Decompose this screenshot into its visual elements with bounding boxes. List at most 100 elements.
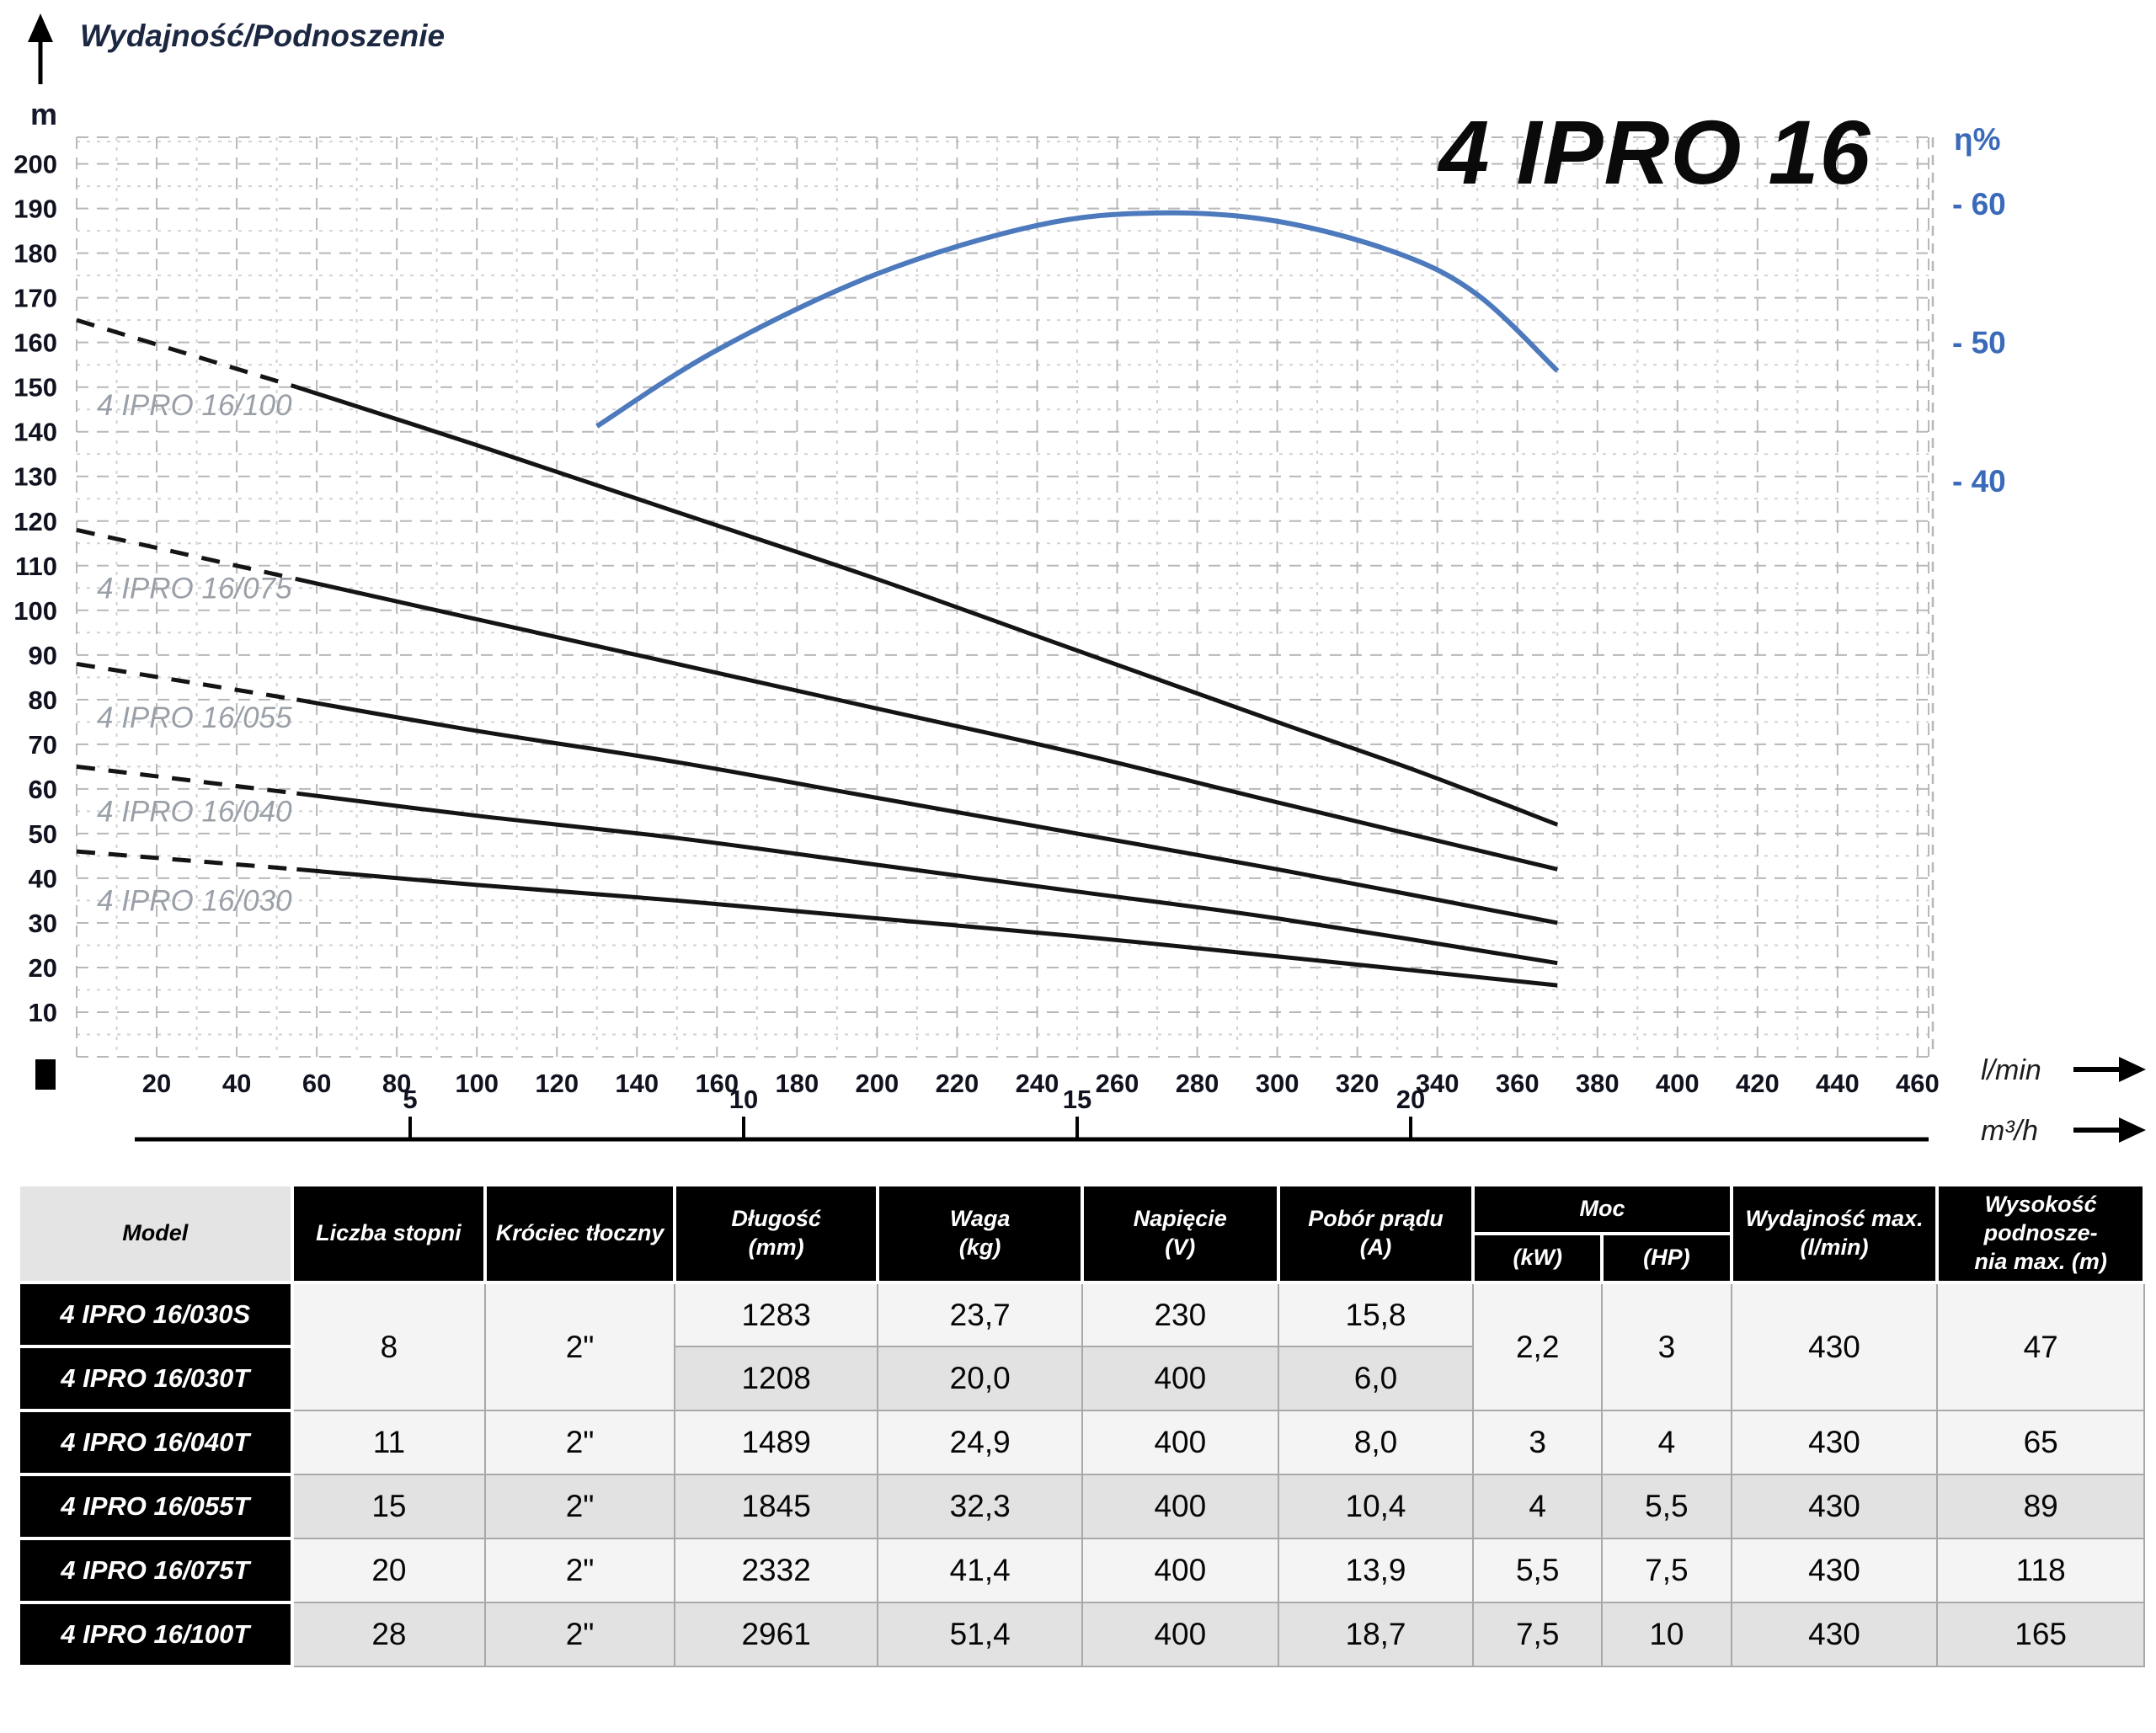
table-row: 4 IPRO 16/030S 8 2" 1283 23,7 230 15,8 2… bbox=[17, 1281, 2145, 1411]
header-length: Długość (mm) bbox=[672, 1183, 880, 1284]
right-arrow-icon bbox=[2119, 1057, 2146, 1082]
x-tick-label: 120 bbox=[535, 1069, 579, 1098]
y-tick-label: 20 bbox=[29, 953, 57, 983]
x-axis-unit: l/min bbox=[1981, 1054, 2041, 1086]
x2-tick-label: 5 bbox=[403, 1085, 417, 1114]
y-tick-label: 40 bbox=[29, 864, 57, 893]
header-stages: Liczba stopni bbox=[290, 1183, 488, 1284]
value-cell: 2961 bbox=[673, 1602, 879, 1667]
table-row: 4 IPRO 16/030T 1208 20,0 400 6,0 bbox=[17, 1345, 2144, 1412]
pump-curve-4-IPRO-16-030 bbox=[76, 849, 1558, 988]
value-cell: 32,3 bbox=[877, 1474, 1083, 1539]
y-tick-label: 190 bbox=[13, 195, 57, 224]
x-tick-label: 360 bbox=[1496, 1069, 1540, 1098]
value-cell: 400 bbox=[1081, 1538, 1279, 1603]
y-tick-label: 10 bbox=[29, 998, 57, 1027]
value-cell: 165 bbox=[1936, 1602, 2145, 1667]
right-arrow-icon bbox=[2119, 1117, 2146, 1143]
value-cell: 28 bbox=[291, 1602, 487, 1667]
x-tick-label: 160 bbox=[695, 1069, 739, 1098]
spec-table: Model Liczba stopni Króciec tłoczny Dług… bbox=[17, 1183, 2146, 1668]
value-cell: 20 bbox=[291, 1538, 487, 1603]
header-model: Model bbox=[17, 1183, 294, 1284]
value-cell: 430 bbox=[1730, 1602, 1939, 1667]
origin-marker bbox=[35, 1059, 56, 1090]
value-cell: 2" bbox=[484, 1282, 675, 1411]
value-cell: 8,0 bbox=[1277, 1410, 1475, 1475]
value-cell: 13,9 bbox=[1277, 1538, 1475, 1603]
x-tick-label: 260 bbox=[1096, 1069, 1139, 1098]
value-cell: 430 bbox=[1730, 1538, 1939, 1603]
x-tick-label: 340 bbox=[1416, 1069, 1460, 1098]
y-tick-label: 80 bbox=[29, 685, 57, 715]
up-arrow-icon bbox=[28, 13, 53, 42]
x-tick-label: 420 bbox=[1736, 1069, 1780, 1098]
x-tick-label: 40 bbox=[222, 1069, 251, 1098]
x-tick-label: 300 bbox=[1256, 1069, 1299, 1098]
x-tick-label: 440 bbox=[1816, 1069, 1860, 1098]
x-tick-label: 460 bbox=[1896, 1069, 1940, 1098]
curve-label: 4 IPRO 16/075 bbox=[97, 572, 292, 605]
curve-label: 4 IPRO 16/040 bbox=[97, 795, 292, 828]
value-cell: 10 bbox=[1601, 1602, 1732, 1667]
value-cell: 1489 bbox=[673, 1410, 879, 1475]
x-tick-label: 100 bbox=[455, 1069, 499, 1098]
x-tick-label: 220 bbox=[936, 1069, 979, 1098]
value-cell: 15 bbox=[291, 1474, 487, 1539]
y-tick-label: 170 bbox=[13, 284, 57, 313]
y-tick-label: 150 bbox=[13, 373, 57, 403]
curve-label: 4 IPRO 16/055 bbox=[97, 701, 292, 734]
y-tick-label: 130 bbox=[13, 462, 57, 492]
y-tick-label: 100 bbox=[13, 596, 57, 626]
x2-axis-unit: m³/h bbox=[1981, 1115, 2038, 1147]
value-cell: 5,5 bbox=[1601, 1474, 1732, 1539]
chart-grid bbox=[76, 136, 1935, 1058]
value-cell: 400 bbox=[1081, 1474, 1279, 1539]
value-cell: 7,5 bbox=[1601, 1538, 1732, 1603]
header-current: Pobór prądu (A) bbox=[1276, 1183, 1476, 1284]
table-row: 4 IPRO 16/040T 11 2" 1489 24,9 400 8,0 3… bbox=[17, 1409, 2145, 1476]
model-cell: 4 IPRO 16/075T bbox=[17, 1537, 294, 1604]
chart-title: 4 IPRO 16 bbox=[1437, 101, 1870, 203]
value-cell: 2,2 bbox=[1472, 1282, 1604, 1411]
value-cell: 118 bbox=[1936, 1538, 2145, 1603]
y-tick-label: 90 bbox=[29, 641, 57, 670]
value-cell: 20,0 bbox=[877, 1346, 1083, 1411]
y-tick-label: 160 bbox=[13, 328, 57, 358]
value-cell: 10,4 bbox=[1277, 1474, 1475, 1539]
value-cell: 230 bbox=[1081, 1282, 1279, 1347]
x-tick-label: 60 bbox=[302, 1069, 331, 1098]
value-cell: 2" bbox=[484, 1538, 675, 1603]
value-cell: 2" bbox=[484, 1602, 675, 1667]
performance-chart: 4 IPRO 16/100 4 IPRO 16/075 4 IPRO 16/055 4… bbox=[13, 13, 2146, 1147]
x-tick-label: 400 bbox=[1656, 1069, 1700, 1098]
x-tick-label: 80 bbox=[382, 1069, 411, 1098]
y-tick-label: 140 bbox=[13, 418, 57, 447]
value-cell: 2" bbox=[484, 1474, 675, 1539]
value-cell: 41,4 bbox=[877, 1538, 1083, 1603]
x-tick-label: 380 bbox=[1576, 1069, 1620, 1098]
y-tick-label: 60 bbox=[29, 775, 57, 804]
y-tick-label: 70 bbox=[29, 730, 57, 760]
x-tick-label: 180 bbox=[775, 1069, 819, 1098]
y-tick-label: 180 bbox=[13, 239, 57, 269]
value-cell: 11 bbox=[291, 1410, 487, 1475]
x-tick-label: 320 bbox=[1336, 1069, 1380, 1098]
chart-axis-title: Wydajność/Podnoszenie bbox=[80, 19, 445, 53]
model-cell: 4 IPRO 16/100T bbox=[17, 1601, 294, 1668]
value-cell: 15,8 bbox=[1277, 1282, 1475, 1347]
value-cell: 51,4 bbox=[877, 1602, 1083, 1667]
value-cell: 23,7 bbox=[877, 1282, 1083, 1347]
x-tick-label: 200 bbox=[856, 1069, 899, 1098]
header-power-hp: (HP) bbox=[1600, 1232, 1733, 1284]
efficiency-curve bbox=[595, 210, 1560, 429]
header-power: Moc bbox=[1471, 1183, 1733, 1235]
x-tick-label: 280 bbox=[1176, 1069, 1219, 1098]
model-cell: 4 IPRO 16/030S bbox=[17, 1281, 294, 1348]
value-cell: 5,5 bbox=[1472, 1538, 1604, 1603]
eta-tick-label: - 60 bbox=[1952, 187, 2006, 221]
header-power-kw: (kW) bbox=[1471, 1232, 1604, 1284]
value-cell: 8 bbox=[291, 1282, 487, 1411]
value-cell: 1208 bbox=[673, 1346, 879, 1411]
x-tick-label: 240 bbox=[1016, 1069, 1059, 1098]
